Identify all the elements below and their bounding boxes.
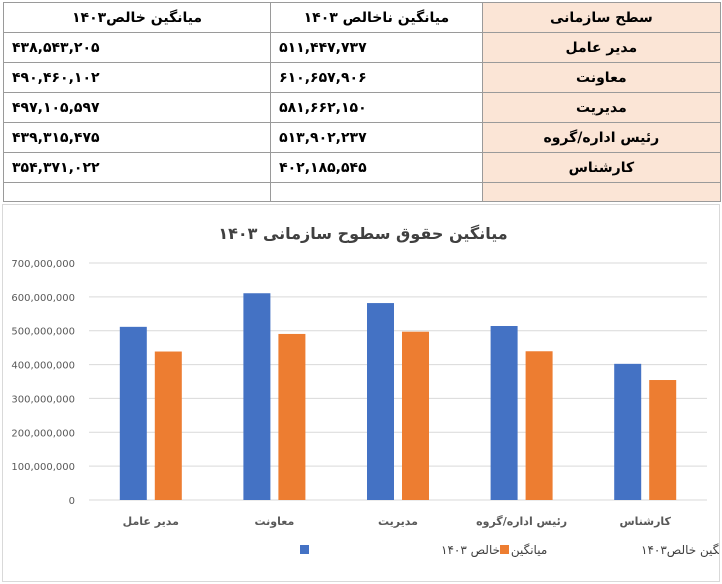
cell-gross[interactable]: ۴۰۲,۱۸۵,۵۴۵ xyxy=(270,152,483,183)
x-tick-label: مدیر عامل xyxy=(123,515,179,528)
salary-table: سطح سازمانی میانگین ناخالص ۱۴۰۳ میانگین … xyxy=(2,2,722,202)
cell-level[interactable]: مدیریت xyxy=(481,92,722,123)
bar[interactable] xyxy=(649,380,677,500)
y-tick-label: 200,000,000 xyxy=(11,428,75,439)
table-row: رئیس اداره/گروه ۵۱۳,۹۰۲,۲۳۷ ۴۳۹,۳۱۵,۴۷۵ xyxy=(2,122,722,153)
cell-gross[interactable]: ۵۱۳,۹۰۲,۲۳۷ xyxy=(270,122,483,153)
cell-level[interactable]: رئیس اداره/گروه xyxy=(481,122,722,153)
bar[interactable] xyxy=(614,363,642,500)
y-tick-label: 300,000,000 xyxy=(11,394,75,405)
bar[interactable] xyxy=(525,351,553,500)
cell-net[interactable]: ۳۵۴,۳۷۱,۰۲۲ xyxy=(2,152,272,183)
y-tick-label: 700,000,000 xyxy=(11,259,75,270)
table-row: معاونت ۶۱۰,۶۵۷,۹۰۶ ۴۹۰,۴۶۰,۱۰۲ xyxy=(2,62,722,93)
legend-swatch xyxy=(300,545,309,554)
bar[interactable] xyxy=(119,326,147,500)
cell-gross[interactable]: ۶۱۰,۶۵۷,۹۰۶ xyxy=(270,62,483,93)
cell-level[interactable]: کارشناس xyxy=(481,152,722,183)
y-tick-label: 500,000,000 xyxy=(11,327,75,338)
cell-level[interactable]: مدیر عامل xyxy=(481,32,722,63)
chart-area[interactable]: میانگین حقوق سطوح سازمانی ۱۴۰۳ 0 100,000,… xyxy=(2,204,720,582)
bar[interactable] xyxy=(243,293,271,500)
x-axis-tick-labels: مدیر عامل معاونت مدیریت رئیس اداره/گروه کارش… xyxy=(123,515,672,528)
y-tick-label: 100,000,000 xyxy=(11,462,75,473)
empty-row xyxy=(2,182,722,202)
y-tick-label: 0 xyxy=(69,496,75,507)
cell-level[interactable]: معاونت xyxy=(481,62,722,93)
cell-net[interactable]: ۴۹۰,۴۶۰,۱۰۲ xyxy=(2,62,272,93)
table-header-row: سطح سازمانی میانگین ناخالص ۱۴۰۳ میانگین … xyxy=(2,2,722,33)
y-tick-label: 600,000,000 xyxy=(11,293,75,304)
legend-label: میانگین خالص۱۴۰۳ xyxy=(641,543,719,558)
gridlines xyxy=(89,262,707,501)
bar[interactable] xyxy=(490,326,518,500)
legend-label: میانگین ناخالص ۱۴۰۳ xyxy=(441,543,547,558)
table-row: مدیریت ۵۸۱,۶۶۲,۱۵۰ ۴۹۷,۱۰۵,۵۹۷ xyxy=(2,92,722,123)
empty-cell[interactable] xyxy=(481,182,722,202)
bar[interactable] xyxy=(278,333,306,500)
cell-net[interactable]: ۴۳۹,۳۱۵,۴۷۵ xyxy=(2,122,272,153)
y-tick-label: 400,000,000 xyxy=(11,361,75,372)
empty-cell[interactable] xyxy=(270,182,483,202)
y-axis-tick-labels: 0 100,000,000 200,000,000 300,000,000 400,00… xyxy=(11,259,75,507)
x-tick-label: معاونت xyxy=(255,515,295,528)
header-level[interactable]: سطح سازمانی xyxy=(481,2,722,33)
cell-gross[interactable]: ۵۱۱,۴۴۷,۷۳۷ xyxy=(270,32,483,63)
chart-title: میانگین حقوق سطوح سازمانی ۱۴۰۳ xyxy=(218,224,507,243)
x-tick-label: رئیس اداره/گروه xyxy=(476,515,567,528)
legend: میانگین ناخالص ۱۴۰۳ میانگین خالص۱۴۰۳ xyxy=(300,543,719,558)
x-tick-label: مدیریت xyxy=(378,515,418,528)
x-tick-label: کارشناس xyxy=(619,515,671,528)
table-row: کارشناس ۴۰۲,۱۸۵,۵۴۵ ۳۵۴,۳۷۱,۰۲۲ xyxy=(2,152,722,183)
header-gross[interactable]: میانگین ناخالص ۱۴۰۳ xyxy=(270,2,483,33)
table-row: مدیر عامل ۵۱۱,۴۴۷,۷۳۷ ۴۳۸,۵۴۳,۲۰۵ xyxy=(2,32,722,63)
bar[interactable] xyxy=(154,351,182,500)
bar[interactable] xyxy=(367,303,394,500)
bars xyxy=(119,293,677,500)
bar[interactable] xyxy=(402,331,429,500)
cell-net[interactable]: ۴۳۸,۵۴۳,۲۰۵ xyxy=(2,32,272,63)
header-net[interactable]: میانگین خالص۱۴۰۳ xyxy=(2,2,272,33)
cell-net[interactable]: ۴۹۷,۱۰۵,۵۹۷ xyxy=(2,92,272,123)
bar-chart: میانگین حقوق سطوح سازمانی ۱۴۰۳ 0 100,000,… xyxy=(11,224,719,558)
cell-gross[interactable]: ۵۸۱,۶۶۲,۱۵۰ xyxy=(270,92,483,123)
empty-cell[interactable] xyxy=(2,182,272,202)
legend-swatch xyxy=(500,545,509,554)
